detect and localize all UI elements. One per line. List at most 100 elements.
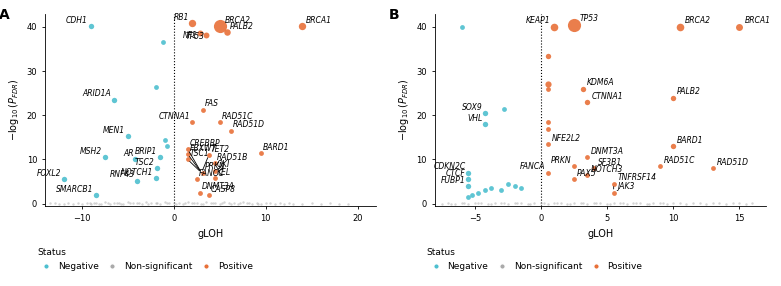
Point [136,201,148,206]
Point [342,201,355,206]
Point [574,200,587,205]
Text: NF1: NF1 [183,31,198,40]
Point [515,200,527,205]
Point [115,201,127,206]
Point [214,201,226,206]
Point [480,122,492,126]
Point [243,200,255,205]
Point [90,200,102,205]
Point [103,201,116,206]
Point [551,200,563,205]
Text: BARD1: BARD1 [263,142,290,152]
Point [746,201,758,206]
Point [209,176,222,180]
Point [482,201,494,206]
Point [255,150,267,155]
Text: NOTCH1: NOTCH1 [120,168,153,177]
Point [99,200,112,205]
Point [108,98,120,102]
Point [562,201,574,206]
Point [462,177,475,182]
Point [169,201,182,206]
Point [154,155,166,160]
Point [654,200,666,205]
Point [673,200,686,205]
Point [720,201,733,206]
Text: BRCA1: BRCA1 [744,17,771,25]
Point [179,201,191,206]
Point [568,201,580,206]
Point [186,120,198,124]
Point [469,201,481,206]
Text: VHL: VHL [468,114,483,123]
Point [640,201,653,206]
Text: SF3B1: SF3B1 [597,158,622,167]
Point [680,201,693,206]
Point [686,201,699,206]
Point [524,201,537,206]
Point [667,144,679,148]
Point [160,200,173,205]
Point [122,200,134,205]
Point [541,82,554,87]
Point [58,201,70,206]
Point [181,200,194,205]
Point [214,120,226,124]
Point [555,200,567,205]
Y-axis label: $-\log_{10}(P_{FDR})$: $-\log_{10}(P_{FDR})$ [397,78,411,141]
Point [252,201,265,206]
Point [160,144,173,148]
Point [590,200,603,205]
Text: FOXL2: FOXL2 [37,169,61,178]
Point [117,201,130,206]
Point [733,25,746,29]
Point [654,164,666,168]
Point [608,190,620,195]
Point [541,201,554,206]
Point [205,201,217,206]
Point [740,201,752,206]
Text: PRKN: PRKN [205,162,226,171]
Point [436,201,448,206]
Point [241,201,254,206]
Y-axis label: $-\log_{10}(P_{FDR})$: $-\log_{10}(P_{FDR})$ [7,78,21,141]
Point [149,176,162,180]
Point [259,201,272,206]
Text: CDH1: CDH1 [66,16,87,25]
Point [577,86,590,91]
Text: PALB2: PALB2 [677,87,701,96]
Point [673,25,686,29]
Point [85,24,98,28]
Point [108,201,120,206]
Point [484,186,497,190]
Point [191,177,203,182]
Text: MEN1: MEN1 [103,126,125,135]
Text: RAD51C: RAD51C [664,156,695,165]
Point [87,200,100,205]
Point [216,200,228,205]
Point [577,201,590,206]
Point [564,201,576,206]
Text: TET2: TET2 [211,145,230,154]
Point [476,200,488,205]
Point [197,170,209,175]
Text: FUBP1: FUBP1 [441,176,465,185]
Point [131,200,144,205]
Point [296,24,308,28]
Point [537,201,550,206]
Point [84,201,96,206]
Point [608,182,620,186]
Text: CTNNA1: CTNNA1 [159,112,191,121]
Point [202,192,215,197]
Text: CTNNA1: CTNNA1 [591,92,622,101]
Point [246,201,259,206]
Point [497,106,510,111]
Point [209,200,222,205]
Point [62,201,75,206]
Text: A: A [0,8,10,22]
Point [667,95,679,100]
Point [278,201,291,206]
Point [617,201,629,206]
Point [484,201,497,206]
Point [142,201,155,206]
